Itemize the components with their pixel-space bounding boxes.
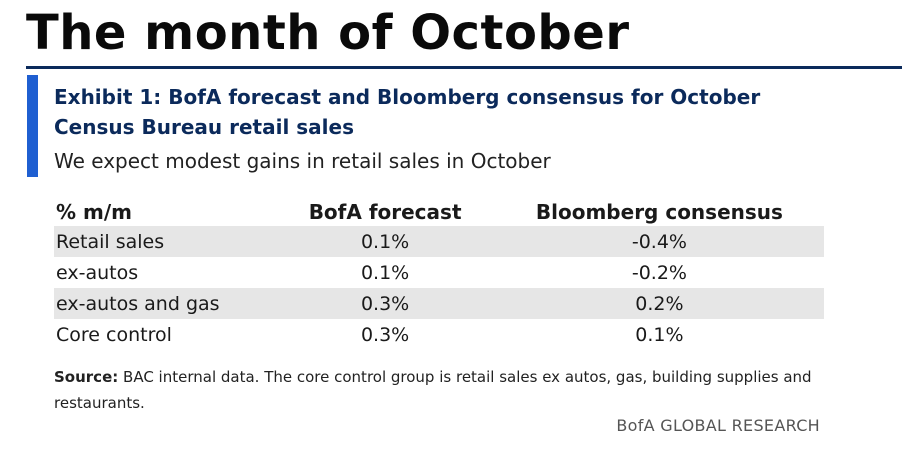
forecast-table: % m/m BofA forecast Bloomberg consensus … [54, 198, 824, 350]
bloomberg-value: 0.2% [494, 288, 824, 319]
table-row: ex-autos and gas 0.3% 0.2% [54, 288, 824, 319]
table-row: ex-autos 0.1% -0.2% [54, 257, 824, 288]
bofa-value: 0.3% [360, 323, 410, 346]
bofa-value: 0.3% [275, 288, 495, 319]
page-title: The month of October [26, 5, 630, 61]
table-row: Retail sales 0.1% -0.4% [54, 226, 824, 257]
table-header-row: % m/m BofA forecast Bloomberg consensus [54, 198, 824, 226]
header-bofa-forecast: BofA forecast [308, 200, 462, 224]
exhibit-subtitle: We expect modest gains in retail sales i… [54, 149, 551, 173]
row-label: Core control [56, 323, 172, 346]
source-label: Source: [54, 368, 119, 386]
bloomberg-value: -0.4% [494, 226, 824, 257]
exhibit-title: Exhibit 1: BofA forecast and Bloomberg c… [54, 85, 761, 139]
bofa-value: 0.1% [360, 261, 410, 284]
row-label: ex-autos [56, 261, 139, 284]
brand-footer: BofA GLOBAL RESEARCH [616, 416, 820, 435]
source-text: BAC internal data. The core control grou… [54, 368, 812, 412]
title-divider [26, 66, 902, 69]
exhibit-accent-bar [27, 75, 38, 177]
bloomberg-value: 0.1% [635, 323, 684, 346]
row-label: ex-autos and gas [54, 288, 276, 319]
row-label: Retail sales [54, 226, 276, 257]
table-row: Core control 0.3% 0.1% [54, 319, 824, 350]
bofa-value: 0.1% [275, 226, 495, 257]
source-note: Source: BAC internal data. The core cont… [54, 364, 834, 416]
header-measure: % m/m [56, 200, 132, 224]
header-bloomberg-consensus: Bloomberg consensus [535, 200, 783, 224]
bloomberg-value: -0.2% [631, 261, 687, 284]
